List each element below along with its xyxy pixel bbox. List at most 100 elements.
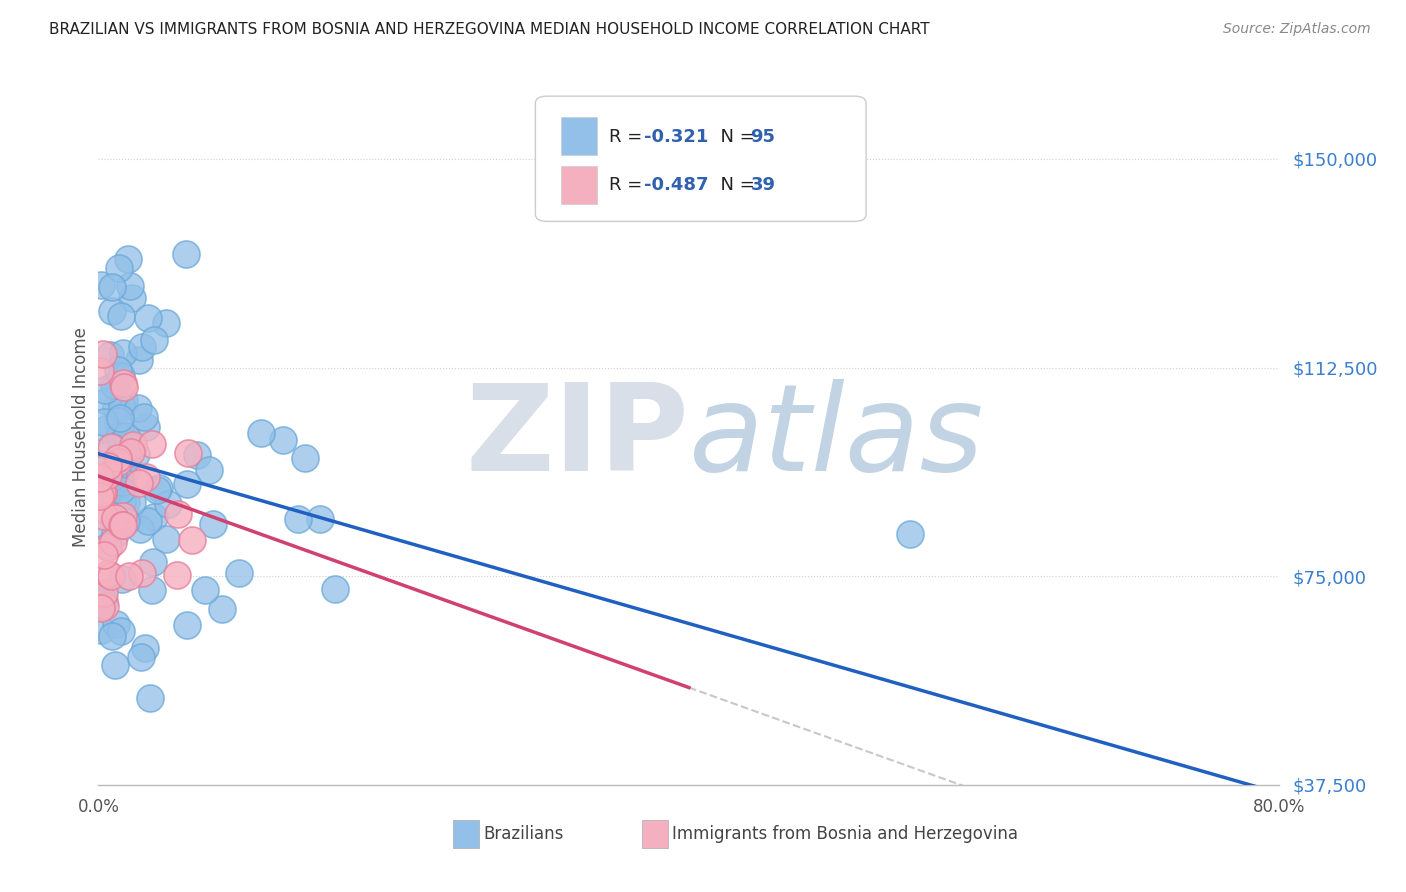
Point <box>90 624 112 638</box>
Point <box>309 511 332 525</box>
Point <box>146 483 169 498</box>
Point <box>97 488 120 502</box>
Point <box>110 624 132 639</box>
Text: Immigrants from Bosnia and Herzegovina: Immigrants from Bosnia and Herzegovina <box>672 825 1018 843</box>
Text: R =: R = <box>609 177 648 194</box>
Point <box>110 310 132 324</box>
Point <box>104 527 127 541</box>
Point <box>96 524 118 538</box>
Point <box>202 516 225 531</box>
Point <box>89 600 111 615</box>
Point <box>104 617 127 632</box>
Point <box>114 514 136 528</box>
Text: Brazilians: Brazilians <box>484 825 564 843</box>
Point <box>127 401 149 416</box>
Point <box>141 582 163 597</box>
Point <box>89 489 111 503</box>
Point <box>114 495 136 509</box>
Text: N =: N = <box>709 128 761 145</box>
Point <box>90 601 112 615</box>
Text: R =: R = <box>609 128 648 145</box>
Point <box>107 260 129 275</box>
Point <box>111 509 134 524</box>
Point <box>111 517 134 532</box>
Point <box>143 509 166 524</box>
Point <box>121 291 143 305</box>
Point <box>118 278 141 293</box>
Point <box>114 429 136 443</box>
Point <box>111 376 134 390</box>
Point <box>148 481 170 495</box>
Point <box>103 377 125 392</box>
Point <box>111 400 134 414</box>
Point <box>176 618 198 632</box>
Point <box>110 411 132 425</box>
Point <box>98 348 121 362</box>
Point <box>110 441 132 455</box>
Point <box>211 602 233 616</box>
Point <box>155 316 177 330</box>
Point <box>323 582 346 597</box>
Point <box>120 444 142 458</box>
Point <box>97 540 120 554</box>
Point <box>110 483 132 498</box>
Point <box>131 340 153 354</box>
Point <box>100 629 122 643</box>
Point <box>89 364 111 378</box>
Point <box>107 363 129 377</box>
Point <box>93 476 115 491</box>
Point <box>132 409 155 424</box>
Point <box>89 478 111 492</box>
Point <box>128 476 150 491</box>
Point <box>103 469 125 483</box>
Point <box>93 508 115 523</box>
Point <box>271 433 294 447</box>
Point <box>89 470 111 484</box>
Point <box>101 440 124 454</box>
Point <box>98 483 121 498</box>
Point <box>89 458 111 472</box>
Point <box>900 527 922 541</box>
Point <box>112 380 135 394</box>
Point <box>93 548 115 562</box>
Point <box>228 566 250 581</box>
Point <box>176 476 198 491</box>
Point <box>143 333 166 347</box>
Point <box>138 690 160 705</box>
Point <box>104 658 127 673</box>
Point <box>180 533 202 548</box>
Text: -0.487: -0.487 <box>644 177 709 194</box>
Point <box>115 464 138 478</box>
Point <box>138 310 160 325</box>
Point <box>97 467 120 482</box>
Point <box>90 474 112 488</box>
Point <box>101 304 124 318</box>
Point <box>124 447 146 461</box>
Point <box>91 486 114 500</box>
Point <box>198 463 221 477</box>
Point <box>94 422 117 436</box>
Point <box>89 500 111 515</box>
Point <box>194 582 217 597</box>
Text: N =: N = <box>709 177 761 194</box>
FancyBboxPatch shape <box>536 96 866 221</box>
Point <box>135 470 157 484</box>
Text: Source: ZipAtlas.com: Source: ZipAtlas.com <box>1223 22 1371 37</box>
Point <box>97 539 120 553</box>
Point <box>93 415 115 429</box>
Point <box>155 533 177 547</box>
Point <box>131 566 153 581</box>
Point <box>122 438 145 452</box>
Bar <box>561 117 596 155</box>
Point <box>111 475 134 490</box>
Point <box>117 252 139 266</box>
Point <box>94 599 117 613</box>
Point <box>108 450 131 464</box>
Point <box>112 454 135 468</box>
Point <box>97 458 120 473</box>
Point <box>111 495 134 509</box>
Point <box>177 446 200 460</box>
Point <box>110 368 132 383</box>
Text: ZIP: ZIP <box>465 378 689 496</box>
Point <box>167 507 190 521</box>
